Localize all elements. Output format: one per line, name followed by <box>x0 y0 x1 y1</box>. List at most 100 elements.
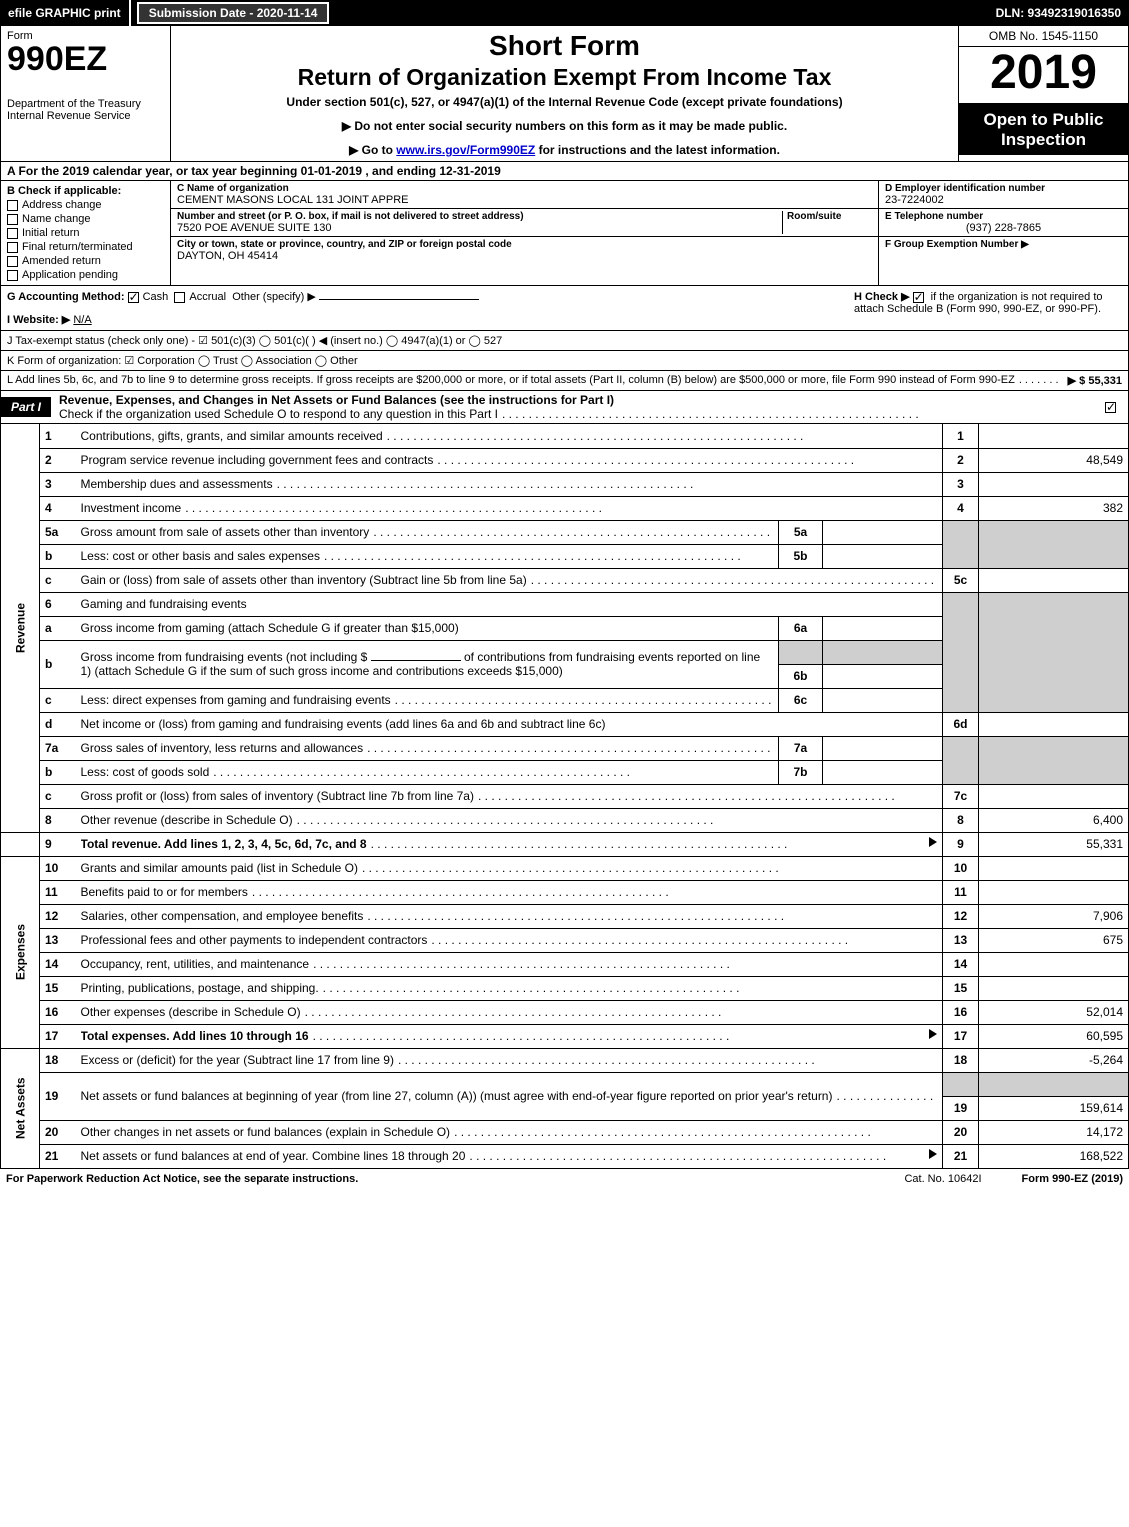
row-k-form-of-org: K Form of organization: ☑ Corporation ◯ … <box>0 351 1129 371</box>
line-6a-desc: Gross income from gaming (attach Schedul… <box>76 616 779 640</box>
c-room-label: Room/suite <box>787 211 872 222</box>
line-6a-subval <box>823 616 943 640</box>
chk-accrual[interactable] <box>174 292 185 303</box>
lines-table: Revenue 1 Contributions, gifts, grants, … <box>0 424 1129 1169</box>
line-12-desc: Salaries, other compensation, and employ… <box>81 909 368 923</box>
top-bar: efile GRAPHIC print Submission Date - 20… <box>0 0 1129 26</box>
chk-application-pending[interactable]: Application pending <box>7 269 164 281</box>
header-left: Form 990EZ Department of the Treasury In… <box>1 26 171 161</box>
part-i-title-text: Revenue, Expenses, and Changes in Net As… <box>59 393 614 407</box>
line-14-amount <box>979 952 1129 976</box>
l-amount: ▶ $ 55,331 <box>1062 374 1122 387</box>
line-1-no: 1 <box>943 424 979 448</box>
row-a-tax-year: A For the 2019 calendar year, or tax yea… <box>0 162 1129 181</box>
lbl-application-pending: Application pending <box>22 269 118 281</box>
irs-link[interactable]: www.irs.gov/Form990EZ <box>396 143 535 157</box>
lbl-other-specify: Other (specify) ▶ <box>232 291 316 303</box>
page-footer: For Paperwork Reduction Act Notice, see … <box>0 1169 1129 1185</box>
line-8-desc: Other revenue (describe in Schedule O) <box>81 813 297 827</box>
h-label: H Check ▶ <box>854 291 910 303</box>
line-5a-subval <box>823 520 943 544</box>
e-phone-label: E Telephone number <box>885 211 1122 222</box>
form-header: Form 990EZ Department of the Treasury In… <box>0 26 1129 162</box>
e-phone-value: (937) 228-7865 <box>885 222 1122 234</box>
c-name-label: C Name of organization <box>177 183 872 194</box>
line-6b-input[interactable] <box>371 660 461 661</box>
d-ein-value: 23-7224002 <box>885 194 1122 206</box>
header-center: Short Form Return of Organization Exempt… <box>171 26 958 161</box>
line-2-desc: Program service revenue including govern… <box>81 453 438 467</box>
chk-initial-return[interactable]: Initial return <box>7 227 164 239</box>
line-21-amount: 168,522 <box>979 1144 1129 1168</box>
lbl-cash: Cash <box>143 291 169 303</box>
line-4-amount: 382 <box>979 496 1129 520</box>
line-3-desc: Membership dues and assessments <box>81 477 277 491</box>
dots-filler <box>1019 374 1062 387</box>
line-7c-desc: Gross profit or (loss) from sales of inv… <box>81 789 478 803</box>
title-main: Return of Organization Exempt From Incom… <box>179 64 950 91</box>
line-19-desc: Net assets or fund balances at beginning… <box>81 1089 837 1103</box>
line-16-amount: 52,014 <box>979 1000 1129 1024</box>
line-6b-desc1: Gross income from fundraising events (no… <box>81 650 368 664</box>
i-website-value: N/A <box>73 314 91 326</box>
l-text: L Add lines 5b, 6c, and 7b to line 9 to … <box>7 374 1019 387</box>
chk-schedule-o[interactable] <box>1105 402 1116 413</box>
goto-prefix: ▶ Go to <box>349 143 396 157</box>
side-net-assets: Net Assets <box>1 1048 40 1168</box>
line-20-amount: 14,172 <box>979 1120 1129 1144</box>
line-19-amount: 159,614 <box>979 1096 1129 1120</box>
line-5c-desc: Gain or (loss) from sale of assets other… <box>81 573 531 587</box>
chk-amended-return[interactable]: Amended return <box>7 255 164 267</box>
line-11-amount <box>979 880 1129 904</box>
line-1-num: 1 <box>40 424 76 448</box>
footer-catno: Cat. No. 10642I <box>864 1173 1021 1185</box>
line-2-amount: 48,549 <box>979 448 1129 472</box>
submission-date-button[interactable]: Submission Date - 2020-11-14 <box>137 2 330 24</box>
line-1-desc: Contributions, gifts, grants, and simila… <box>81 429 387 443</box>
other-specify-input[interactable] <box>319 299 479 300</box>
line-12-amount: 7,906 <box>979 904 1129 928</box>
dln-label: DLN: 93492319016350 <box>996 6 1129 20</box>
dept-treasury: Department of the Treasury <box>7 98 164 110</box>
chk-cash[interactable] <box>128 292 139 303</box>
footer-form-ref: Form 990-EZ (2019) <box>1022 1173 1123 1185</box>
line-6d-desc: Net income or (loss) from gaming and fun… <box>76 712 943 736</box>
line-18-amount: -5,264 <box>979 1048 1129 1072</box>
row-g-h: G Accounting Method: Cash Accrual Other … <box>0 286 1129 331</box>
arrow-icon <box>929 1029 937 1039</box>
line-9-amount: 55,331 <box>979 832 1129 856</box>
lbl-initial-return: Initial return <box>22 227 79 239</box>
line-17-desc: Total expenses. Add lines 10 through 16 <box>81 1029 309 1043</box>
row-j-tax-exempt: J Tax-exempt status (check only one) - ☑… <box>0 331 1129 351</box>
line-3-amount <box>979 472 1129 496</box>
chk-name-change[interactable]: Name change <box>7 213 164 225</box>
i-website-label: I Website: ▶ <box>7 314 70 326</box>
lbl-final-return: Final return/terminated <box>22 241 133 253</box>
c-street-address: 7520 POE AVENUE SUITE 130 <box>177 222 782 234</box>
line-21-desc: Net assets or fund balances at end of ye… <box>81 1149 470 1163</box>
chk-address-change[interactable]: Address change <box>7 199 164 211</box>
line-18-desc: Excess or (deficit) for the year (Subtra… <box>81 1053 398 1067</box>
line-7a-desc: Gross sales of inventory, less returns a… <box>81 741 368 755</box>
part-i-tag: Part I <box>1 397 51 417</box>
header-right: OMB No. 1545-1150 2019 Open to Public In… <box>958 26 1128 161</box>
line-9-desc: Total revenue. Add lines 1, 2, 3, 4, 5c,… <box>81 837 367 851</box>
c-addr-label: Number and street (or P. O. box, if mail… <box>177 211 782 222</box>
chk-final-return[interactable]: Final return/terminated <box>7 241 164 253</box>
irs-label: Internal Revenue Service <box>7 110 164 122</box>
line-7b-subval <box>823 760 943 784</box>
lbl-accrual: Accrual <box>189 291 226 303</box>
efile-print-label[interactable]: efile GRAPHIC print <box>0 0 131 26</box>
c-org-name: CEMENT MASONS LOCAL 131 JOINT APPRE <box>177 194 872 206</box>
form-number: 990EZ <box>7 42 164 76</box>
d-ein-label: D Employer identification number <box>885 183 1122 194</box>
chk-h[interactable] <box>913 292 924 303</box>
omb-number: OMB No. 1545-1150 <box>959 26 1128 47</box>
part-i-sub: Check if the organization used Schedule … <box>59 407 502 421</box>
warning-ssn: ▶ Do not enter social security numbers o… <box>179 119 950 133</box>
line-13-amount: 675 <box>979 928 1129 952</box>
line-7c-amount <box>979 784 1129 808</box>
line-5c-amount <box>979 568 1129 592</box>
f-group-exemption-label: F Group Exemption Number ▶ <box>885 239 1122 250</box>
c-city-state-zip: DAYTON, OH 45414 <box>177 250 872 262</box>
